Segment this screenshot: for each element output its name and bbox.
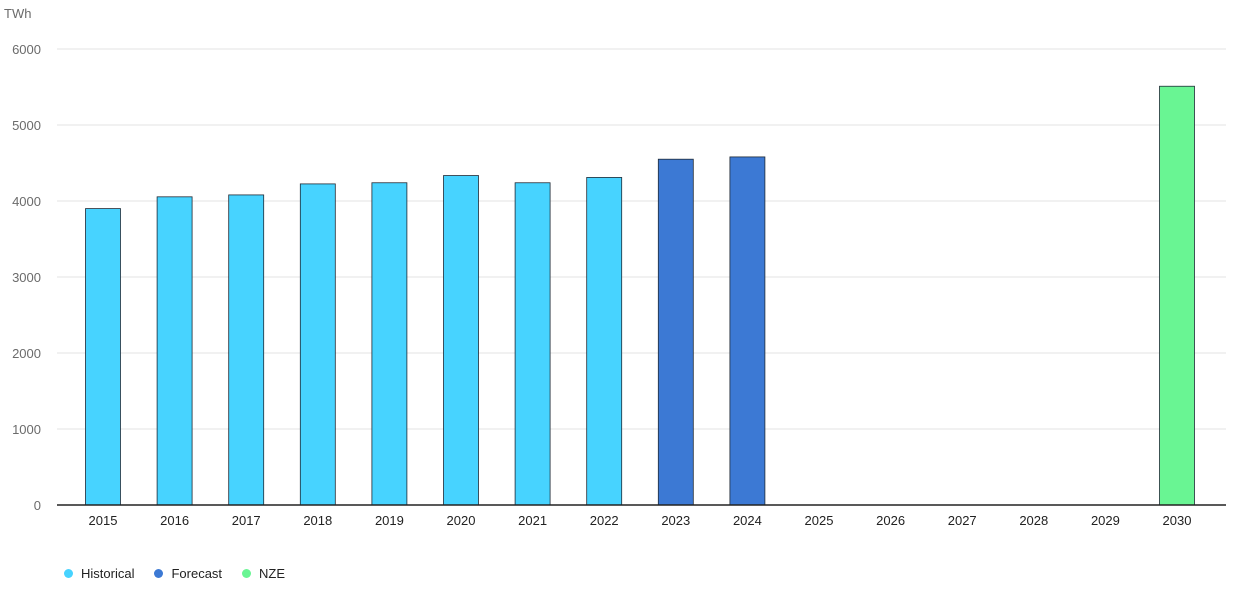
legend-label: Historical <box>81 566 135 581</box>
x-tick-label: 2019 <box>375 513 404 528</box>
x-tick-label: 2018 <box>303 513 332 528</box>
bar-historical-2017 <box>228 194 265 506</box>
legend-item-nze[interactable]: NZE <box>242 566 285 581</box>
x-tick-label: 2030 <box>1163 513 1192 528</box>
x-tick-label: 2017 <box>232 513 261 528</box>
x-tick-label: 2027 <box>948 513 977 528</box>
bar-nze-2030 <box>1159 85 1195 506</box>
bar-historical-2018 <box>299 183 336 506</box>
x-tick-label: 2016 <box>160 513 189 528</box>
x-tick-label: 2028 <box>1019 513 1048 528</box>
y-tick-label: 4000 <box>12 194 41 209</box>
x-tick-label: 2026 <box>876 513 905 528</box>
bar-forecast-2023 <box>657 158 694 506</box>
x-tick-label: 2022 <box>590 513 619 528</box>
y-tick-label: 3000 <box>12 270 41 285</box>
y-axis-unit-label: TWh <box>4 6 31 21</box>
bar-forecast-2024 <box>729 156 766 506</box>
legend-item-forecast[interactable]: Forecast <box>154 566 222 581</box>
x-tick-label: 2021 <box>518 513 547 528</box>
y-axis-tick-labels: 0 1000 2000 3000 4000 5000 6000 <box>12 42 41 513</box>
legend-item-historical[interactable]: Historical <box>64 566 134 581</box>
legend-marker <box>154 569 164 578</box>
x-tick-label: 2024 <box>733 513 762 528</box>
x-tick-label: 2020 <box>447 513 476 528</box>
legend: Historical Forecast NZE <box>64 566 305 581</box>
y-tick-label: 6000 <box>12 42 41 57</box>
bar-historical-2020 <box>443 175 479 506</box>
bar-historical-2021 <box>514 182 551 506</box>
legend-label: NZE <box>259 566 286 581</box>
x-axis-tick-labels: 2015 2016 2017 2018 2019 2020 2021 2022 2023 2024… <box>89 513 1192 528</box>
y-tick-label: 5000 <box>12 118 41 133</box>
x-tick-label: 2015 <box>89 513 118 528</box>
bar-historical-2015 <box>85 208 121 506</box>
x-tick-label: 2029 <box>1091 513 1120 528</box>
legend-label: Forecast <box>171 566 223 581</box>
x-tick-label: 2025 <box>805 513 834 528</box>
y-tick-label: 2000 <box>12 346 41 361</box>
x-tick-label: 2023 <box>661 513 690 528</box>
bar-historical-2022 <box>586 177 623 506</box>
y-tick-label: 0 <box>34 498 41 513</box>
legend-marker <box>64 569 73 578</box>
y-tick-label: 1000 <box>12 422 41 437</box>
bar-historical-2019 <box>371 182 408 506</box>
bar-historical-2016 <box>156 196 193 506</box>
bars <box>85 85 1195 506</box>
legend-marker <box>242 569 252 578</box>
